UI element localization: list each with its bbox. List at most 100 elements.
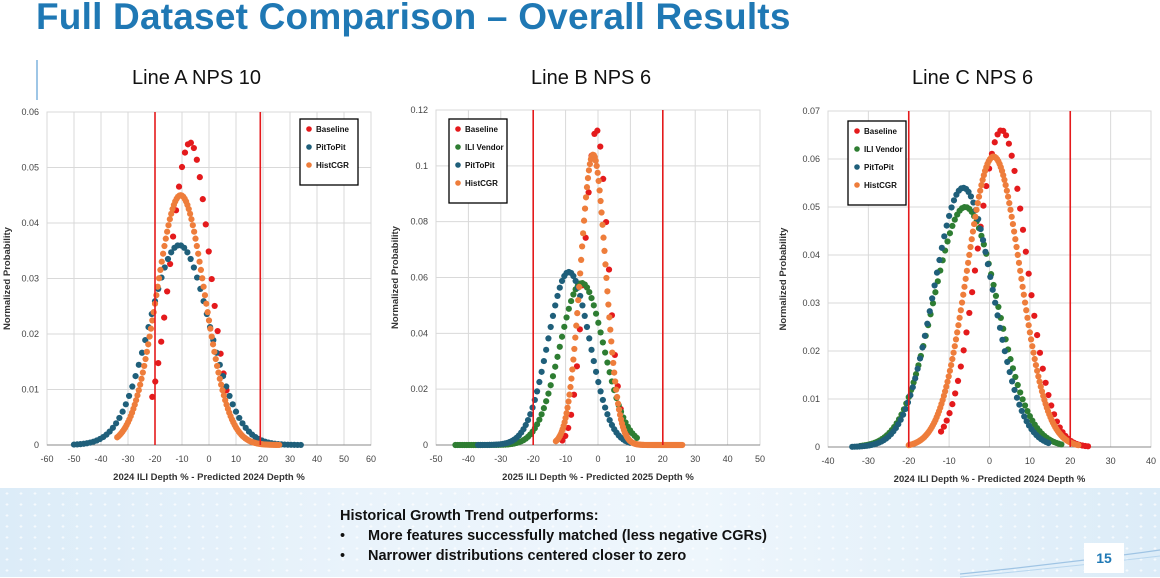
y-tick-label: 0.02 xyxy=(21,329,39,339)
data-point xyxy=(969,289,976,296)
data-point xyxy=(1037,383,1044,390)
data-point xyxy=(149,393,156,401)
data-point xyxy=(536,416,543,423)
data-point xyxy=(586,288,593,296)
data-point xyxy=(919,344,926,351)
data-point xyxy=(192,235,199,242)
data-point xyxy=(946,230,954,237)
data-point xyxy=(181,244,188,251)
data-point xyxy=(595,319,602,326)
data-point xyxy=(989,286,996,293)
x-tick-label: -40 xyxy=(462,454,475,464)
data-point xyxy=(1025,322,1032,329)
data-point xyxy=(897,416,904,423)
data-point xyxy=(568,375,575,382)
x-tick-label: -10 xyxy=(175,454,188,464)
data-point xyxy=(943,383,950,390)
data-point xyxy=(113,420,120,427)
data-point xyxy=(116,414,123,422)
x-tick-label: -20 xyxy=(902,456,915,466)
data-point xyxy=(205,248,212,255)
data-point xyxy=(962,275,969,282)
data-point xyxy=(562,414,569,422)
slide-title: Full Dataset Comparison – Overall Result… xyxy=(36,0,791,37)
legend-box xyxy=(448,118,508,204)
data-point xyxy=(604,411,611,418)
legend-marker xyxy=(854,128,860,134)
series-baseline xyxy=(149,139,230,401)
data-point xyxy=(594,127,601,134)
data-point xyxy=(943,417,950,424)
data-point xyxy=(554,353,561,360)
data-point xyxy=(109,424,116,431)
data-point xyxy=(606,369,613,376)
y-tick-label: 0.04 xyxy=(802,250,820,260)
data-point xyxy=(1045,391,1052,399)
data-point xyxy=(208,275,215,283)
y-tick-label: 0.06 xyxy=(21,107,39,117)
summary-bullet: Narrower distributions centered closer t… xyxy=(340,546,767,566)
data-point xyxy=(556,343,563,350)
data-point xyxy=(597,197,604,205)
data-point xyxy=(547,323,554,331)
data-point xyxy=(904,399,912,406)
data-point xyxy=(558,333,566,340)
data-point xyxy=(1015,259,1023,266)
data-point xyxy=(946,212,953,220)
data-point xyxy=(612,378,619,385)
data-point xyxy=(571,345,578,353)
chart-c-title: Line C NPS 6 xyxy=(912,67,1034,89)
data-point xyxy=(175,183,183,190)
data-point xyxy=(216,375,223,382)
data-point xyxy=(583,184,591,191)
data-point xyxy=(602,349,609,356)
data-point xyxy=(168,249,175,256)
data-point xyxy=(983,182,990,190)
data-point xyxy=(558,277,566,285)
data-point xyxy=(992,299,999,306)
data-point xyxy=(969,228,977,235)
legend-marker xyxy=(306,162,312,168)
data-point xyxy=(949,355,956,363)
x-tick-label: 0 xyxy=(206,454,211,464)
data-point xyxy=(524,416,532,424)
y-tick-label: 0.06 xyxy=(410,273,428,283)
data-point xyxy=(605,266,613,273)
x-tick-label: 0 xyxy=(987,456,992,466)
data-point xyxy=(574,310,581,317)
data-point xyxy=(603,274,610,282)
data-point xyxy=(1084,443,1092,450)
data-point xyxy=(229,401,236,408)
data-point xyxy=(218,381,225,388)
data-point xyxy=(1031,312,1038,319)
summary-list: More features successfully matched (less… xyxy=(340,526,767,566)
data-point xyxy=(1004,358,1011,366)
y-tick-label: 0.01 xyxy=(21,385,39,395)
chart-svg: -40 -30 -20 -10 0 10 20 30 40 0 0.01 0.02 0.03 0.04 0.… xyxy=(778,106,1156,485)
data-point xyxy=(543,398,550,405)
data-point xyxy=(936,256,943,264)
x-tick-label: -20 xyxy=(527,454,540,464)
x-tick-label: 30 xyxy=(285,454,295,464)
data-point xyxy=(606,314,613,321)
data-point xyxy=(1027,336,1035,343)
data-point xyxy=(579,302,586,309)
data-point xyxy=(579,243,586,250)
y-tick-label: 0.06 xyxy=(802,154,820,164)
data-point xyxy=(955,322,962,329)
data-point xyxy=(948,204,955,211)
y-tick-label: 0.05 xyxy=(802,202,820,212)
legend-marker xyxy=(455,180,461,186)
data-point xyxy=(199,275,206,282)
data-point xyxy=(138,375,145,382)
legend-marker xyxy=(455,126,461,132)
data-point xyxy=(946,410,953,417)
data-point xyxy=(1035,373,1042,380)
data-point xyxy=(540,357,547,365)
data-point xyxy=(924,320,931,327)
data-point xyxy=(607,326,614,333)
data-point xyxy=(1021,402,1029,409)
data-point xyxy=(991,139,998,146)
chart-line-a: -60 -50 -40 -30 -20 -10 0 10 20 30 40 50 60 0 0.01 0.02… xyxy=(0,100,384,490)
x-axis-title: 2024 ILI Depth % - Predicted 2024 Depth … xyxy=(113,472,305,483)
